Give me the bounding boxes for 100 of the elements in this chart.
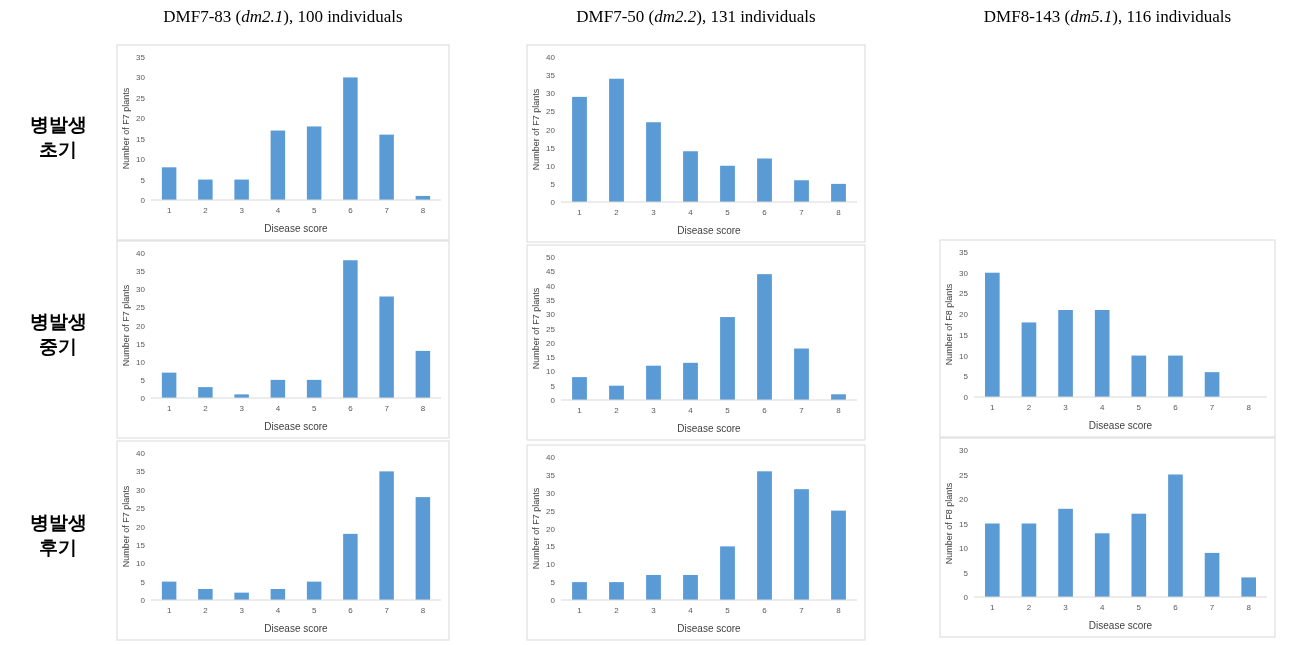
y-tick-label: 5 [550,381,556,391]
x-tick-label: 5 [311,606,317,615]
x-tick-label: 3 [651,606,657,615]
x-tick-label: 1 [990,403,996,412]
y-tick-label: 35 [959,248,969,257]
bar [720,317,735,400]
bar [794,180,809,202]
x-tick-label: 5 [1136,603,1142,612]
y-tick-label: 20 [136,114,146,124]
y-tick-label: 35 [546,295,556,305]
y-axis-title: Number of F7 plants [121,284,131,367]
x-tick-label: 6 [348,404,354,413]
x-axis-title: Disease score [264,623,329,634]
y-tick-label: 0 [550,596,556,605]
y-tick-label: 10 [136,559,146,569]
bar [1241,577,1257,597]
bar [646,365,661,400]
x-tick-label: 5 [311,404,317,413]
bar [379,134,394,200]
bar [270,379,286,398]
x-tick-label: 3 [1063,403,1069,412]
x-tick-label: 7 [799,606,805,615]
x-tick-label: 2 [203,606,209,615]
bar [1058,508,1073,597]
y-tick-label: 0 [963,393,969,402]
bar [646,122,661,202]
y-tick-label: 10 [136,155,146,165]
y-tick-label: 35 [136,467,146,477]
x-tick-label: 4 [275,606,281,615]
x-axis-title: Disease score [264,421,329,432]
y-tick-label: 40 [546,281,556,291]
y-tick-label: 30 [546,89,556,99]
chart-title: DMF7-83 (dm2.1), 100 individuals [163,7,403,26]
bar [984,272,1000,397]
x-tick-label: 6 [762,208,768,217]
y-tick-label: 10 [546,367,556,377]
y-tick-label: 5 [140,577,146,587]
y-tick-label: 40 [546,453,556,462]
bar [683,151,698,202]
x-tick-label: 2 [614,208,620,217]
y-tick-label: 20 [959,495,969,504]
x-tick-label: 3 [239,206,245,215]
y-tick-label: 15 [136,339,146,349]
y-tick-label: 30 [136,73,146,83]
bar [1021,322,1037,397]
bar [609,385,624,400]
bar [1168,474,1183,597]
bar [1204,552,1220,597]
x-axis-title: Disease score [264,223,329,234]
y-axis-title: Number of F8 plants [944,283,954,366]
x-tick-label: 8 [420,404,426,413]
y-tick-label: 20 [959,310,969,320]
text: 병발생 초기 [29,113,87,160]
x-tick-label: 4 [688,606,694,615]
y-tick-label: 10 [959,351,969,361]
bar [572,377,587,400]
x-tick-label: 8 [836,606,842,615]
bar [984,523,1000,597]
y-tick-label: 30 [546,488,556,498]
x-tick-label: 4 [1099,603,1105,612]
bar [161,167,177,200]
y-tick-label: 30 [959,446,969,455]
y-tick-label: 20 [546,125,556,135]
x-tick-label: 5 [311,206,317,215]
x-axis-title: Disease score [1088,420,1153,431]
y-axis-title: Number of F7 plants [531,287,541,370]
x-tick-label: 6 [762,606,768,615]
x-tick-label: 8 [836,208,842,217]
x-tick-label: 2 [1026,403,1032,412]
x-tick-label: 3 [239,606,245,615]
y-axis-title: Number of F7 plants [531,88,541,171]
bar [572,582,587,600]
x-tick-label: 7 [799,406,805,415]
bar [1058,310,1073,397]
y-tick-label: 5 [550,578,556,588]
x-tick-label: 3 [651,406,657,415]
x-tick-label: 8 [836,406,842,415]
chart-title: DMF7-50 (dm2.2), 131 individuals [576,7,816,26]
y-tick-label: 5 [550,179,556,189]
y-tick-label: 25 [136,303,146,313]
x-tick-label: 6 [348,606,354,615]
x-tick-label: 3 [651,208,657,217]
x-tick-label: 2 [614,406,620,415]
x-tick-label: 1 [166,206,172,215]
y-tick-label: 15 [136,540,146,550]
y-tick-label: 0 [550,198,556,207]
y-tick-label: 20 [136,522,146,532]
y-axis-title: Number of F7 plants [121,485,131,568]
x-tick-label: 1 [166,404,172,413]
x-tick-label: 5 [1136,403,1142,412]
x-tick-label: 1 [577,208,583,217]
y-tick-label: 25 [959,470,969,480]
y-tick-label: 40 [546,53,556,62]
y-tick-label: 15 [546,542,556,552]
x-tick-label: 6 [348,206,354,215]
x-tick-label: 1 [577,406,583,415]
x-tick-label: 2 [203,206,209,215]
x-tick-label: 5 [725,406,731,415]
y-tick-label: 45 [546,267,556,277]
x-tick-label: 7 [384,606,390,615]
